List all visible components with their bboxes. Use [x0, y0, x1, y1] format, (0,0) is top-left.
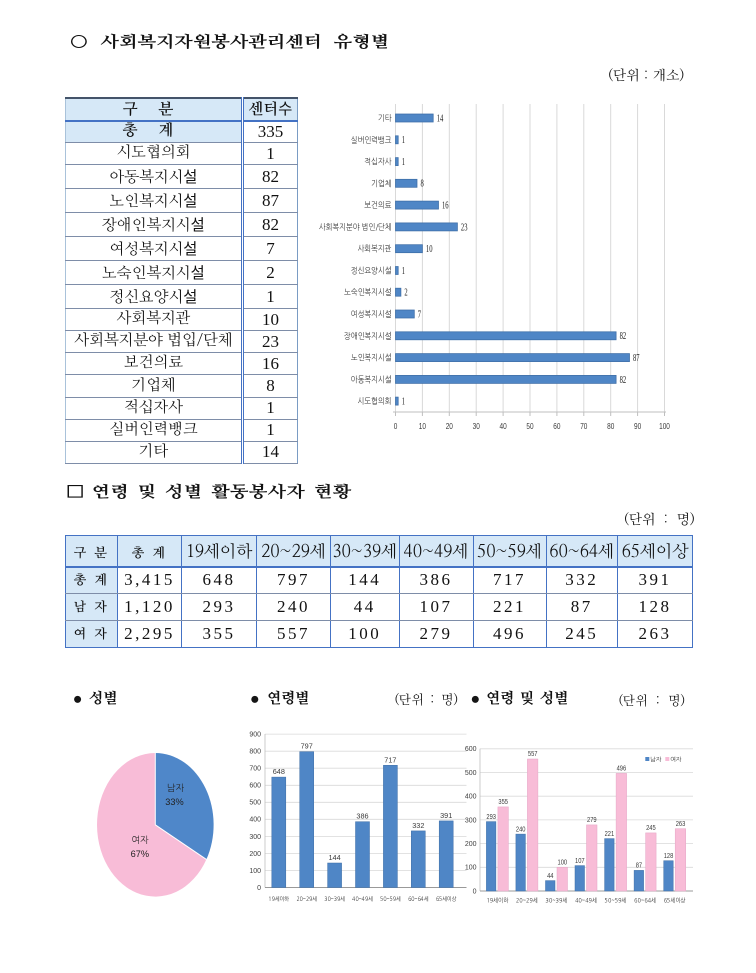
svg-text:65세이상: 65세이상	[436, 896, 457, 902]
svg-text:1: 1	[402, 156, 405, 168]
svg-text:0: 0	[473, 888, 477, 895]
svg-text:0: 0	[394, 421, 398, 431]
svg-text:10: 10	[426, 243, 433, 255]
svg-text:300: 300	[249, 834, 261, 841]
svg-text:144: 144	[329, 853, 341, 862]
svg-text:1: 1	[402, 395, 405, 407]
svg-text:240: 240	[516, 826, 526, 834]
svg-text:10: 10	[419, 421, 426, 431]
svg-text:정신요양시설: 정신요양시설	[351, 265, 392, 276]
svg-text:648: 648	[273, 767, 285, 776]
svg-text:279: 279	[587, 817, 597, 825]
svg-text:245: 245	[646, 825, 656, 833]
svg-text:여자: 여자	[131, 835, 149, 845]
svg-text:23: 23	[461, 221, 468, 233]
svg-text:14: 14	[437, 112, 444, 124]
svg-text:100: 100	[465, 865, 477, 872]
svg-text:2: 2	[404, 286, 407, 298]
svg-text:시도협의회: 시도협의회	[358, 397, 392, 407]
svg-text:50~59세: 50~59세	[605, 897, 627, 903]
svg-text:16: 16	[442, 199, 449, 211]
svg-text:남자: 남자	[650, 756, 662, 762]
svg-text:20~29세: 20~29세	[296, 896, 316, 902]
svg-text:장애인복지시설: 장애인복지시설	[344, 330, 391, 341]
svg-text:355: 355	[498, 799, 508, 807]
svg-text:717: 717	[384, 755, 396, 764]
svg-text:50~59세: 50~59세	[380, 896, 400, 902]
svg-text:44: 44	[547, 872, 554, 880]
svg-text:사회복지분야 법인/단체: 사회복지분야 법인/단체	[319, 222, 392, 232]
svg-text:700: 700	[249, 766, 261, 773]
svg-text:107: 107	[575, 857, 585, 865]
svg-text:500: 500	[465, 770, 477, 777]
svg-text:500: 500	[249, 800, 261, 807]
svg-text:600: 600	[249, 783, 261, 790]
svg-text:87: 87	[633, 352, 640, 364]
svg-text:263: 263	[676, 820, 686, 828]
svg-text:적십자사: 적십자사	[364, 157, 392, 167]
svg-text:60~64세: 60~64세	[408, 896, 428, 902]
svg-text:100: 100	[659, 421, 670, 431]
svg-text:40~49세: 40~49세	[575, 897, 597, 903]
svg-text:82: 82	[620, 330, 627, 342]
svg-text:65세이상: 65세이상	[664, 896, 686, 903]
svg-text:아동복지시설: 아동복지시설	[351, 374, 392, 385]
svg-text:400: 400	[249, 817, 261, 824]
svg-text:200: 200	[465, 841, 477, 848]
svg-text:여성복지시설: 여성복지시설	[351, 308, 392, 319]
svg-text:20: 20	[446, 421, 453, 431]
svg-text:67%: 67%	[131, 849, 149, 859]
svg-text:30: 30	[473, 421, 480, 431]
svg-text:221: 221	[605, 830, 615, 838]
svg-text:300: 300	[465, 817, 477, 824]
svg-text:60~64세: 60~64세	[634, 897, 656, 903]
svg-text:60: 60	[553, 421, 560, 431]
svg-text:557: 557	[528, 751, 538, 759]
svg-text:0: 0	[257, 885, 261, 892]
svg-text:797: 797	[301, 742, 313, 751]
svg-text:800: 800	[249, 749, 261, 756]
svg-text:기타: 기타	[378, 113, 392, 123]
svg-text:200: 200	[249, 851, 261, 858]
svg-text:40~49세: 40~49세	[352, 896, 372, 902]
svg-text:70: 70	[580, 421, 587, 431]
svg-text:노숙인복지시설: 노숙인복지시설	[344, 287, 391, 298]
svg-text:기업체: 기업체	[371, 179, 391, 189]
svg-text:20~29세: 20~29세	[516, 897, 538, 903]
svg-text:30~39세: 30~39세	[323, 896, 344, 902]
svg-text:1: 1	[402, 134, 405, 146]
svg-text:496: 496	[617, 765, 627, 773]
svg-text:노인복지시설: 노인복지시설	[351, 352, 392, 363]
svg-text:80: 80	[607, 421, 614, 431]
svg-text:600: 600	[465, 746, 477, 753]
svg-text:293: 293	[486, 813, 496, 821]
svg-text:400: 400	[465, 794, 477, 801]
svg-text:40: 40	[499, 421, 506, 431]
svg-text:8: 8	[421, 177, 424, 189]
svg-text:100: 100	[249, 868, 261, 875]
svg-text:사회복지관: 사회복지관	[358, 244, 393, 254]
svg-text:남자: 남자	[167, 783, 185, 793]
svg-text:900: 900	[249, 732, 261, 739]
svg-text:19세이하: 19세이하	[486, 897, 508, 903]
svg-text:50: 50	[526, 421, 533, 431]
svg-text:82: 82	[620, 373, 627, 385]
svg-text:보건의료: 보건의료	[364, 201, 391, 211]
svg-text:90: 90	[634, 421, 641, 431]
svg-text:128: 128	[664, 852, 674, 860]
svg-text:100: 100	[557, 859, 567, 867]
svg-text:여자: 여자	[670, 756, 682, 762]
svg-text:386: 386	[356, 812, 368, 821]
svg-text:332: 332	[412, 821, 424, 830]
svg-text:30~39세: 30~39세	[546, 897, 568, 903]
svg-text:87: 87	[636, 862, 643, 870]
svg-text:실버인력뱅크: 실버인력뱅크	[351, 135, 392, 145]
svg-text:1: 1	[402, 264, 405, 276]
svg-text:391: 391	[440, 811, 452, 820]
svg-text:33%: 33%	[165, 797, 183, 807]
svg-text:19세이하: 19세이하	[269, 896, 290, 902]
svg-text:7: 7	[418, 308, 421, 320]
